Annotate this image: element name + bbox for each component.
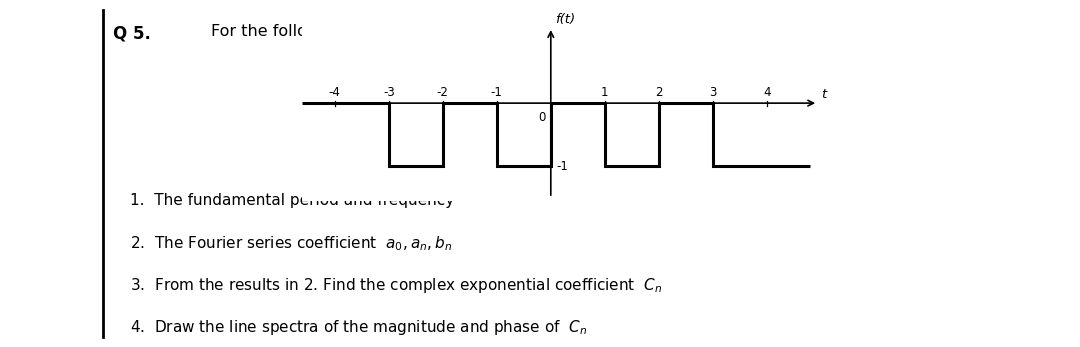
Text: f(t): f(t) — [555, 13, 576, 26]
Text: 4.  Draw the line spectra of the magnitude and phase of  $C_n$: 4. Draw the line spectra of the magnitud… — [130, 318, 586, 337]
Text: Q 5.: Q 5. — [113, 24, 151, 42]
Text: -4: -4 — [329, 86, 340, 99]
Text: 1.  The fundamental period and frequency: 1. The fundamental period and frequency — [130, 193, 454, 208]
Text: For the following periodic signal find:: For the following periodic signal find: — [211, 24, 509, 39]
Text: 2.  The Fourier series coefficient  $a_0, a_n, b_n$: 2. The Fourier series coefficient $a_0, … — [130, 235, 451, 253]
Text: t: t — [821, 87, 826, 101]
Text: -1: -1 — [491, 86, 502, 99]
Text: 0: 0 — [538, 111, 545, 124]
Text: 3.  From the results in 2. Find the complex exponential coefficient  $C_n$: 3. From the results in 2. Find the compl… — [130, 276, 662, 295]
Text: 3: 3 — [710, 86, 716, 99]
Text: 2: 2 — [656, 86, 662, 99]
Text: 4: 4 — [764, 86, 770, 99]
Text: 1: 1 — [602, 86, 608, 99]
Text: -2: -2 — [437, 86, 448, 99]
Text: -3: -3 — [383, 86, 394, 99]
Text: -1: -1 — [556, 160, 568, 173]
